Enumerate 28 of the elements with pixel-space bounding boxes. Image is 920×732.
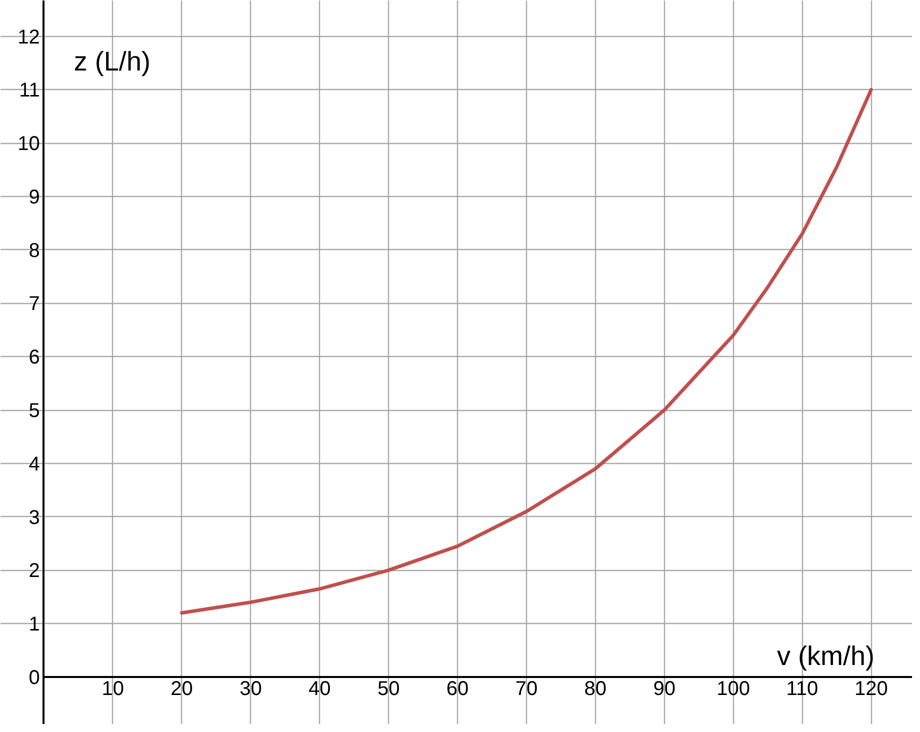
y-tick-label: 1	[28, 614, 40, 636]
y-tick-label: 8	[28, 240, 40, 262]
y-tick-label: 0	[28, 666, 40, 689]
x-tick-label: 70	[515, 678, 538, 700]
x-tick-label: 100	[716, 678, 750, 700]
x-tick-label: 80	[584, 678, 607, 700]
y-tick-label: 4	[28, 453, 40, 476]
x-tick-label: 90	[653, 678, 676, 700]
y-axis-title: z (L/h)	[74, 46, 150, 76]
y-tick-label: 3	[28, 506, 40, 529]
y-tick-label: 9	[28, 186, 40, 208]
y-tick-label: 10	[18, 133, 40, 156]
y-tick-label: 11	[19, 80, 40, 102]
y-tick-label: 7	[28, 293, 40, 316]
x-tick-label: 60	[446, 678, 469, 700]
y-tick-label: 12	[18, 26, 40, 48]
y-tick-label: 2	[28, 560, 40, 582]
x-tick-label: 50	[377, 678, 400, 700]
y-tick-label: 5	[28, 400, 40, 422]
x-tick-label: 10	[102, 678, 124, 700]
x-tick-label: 40	[308, 678, 331, 700]
y-tick-label: 6	[28, 346, 40, 369]
x-tick-label: 20	[170, 678, 193, 700]
x-tick-label: 30	[240, 678, 262, 700]
x-tick-label: 110	[786, 678, 818, 700]
x-axis-title: v (km/h)	[777, 640, 875, 671]
line-series	[180, 88, 873, 615]
x-tick-label: 120	[854, 678, 888, 700]
